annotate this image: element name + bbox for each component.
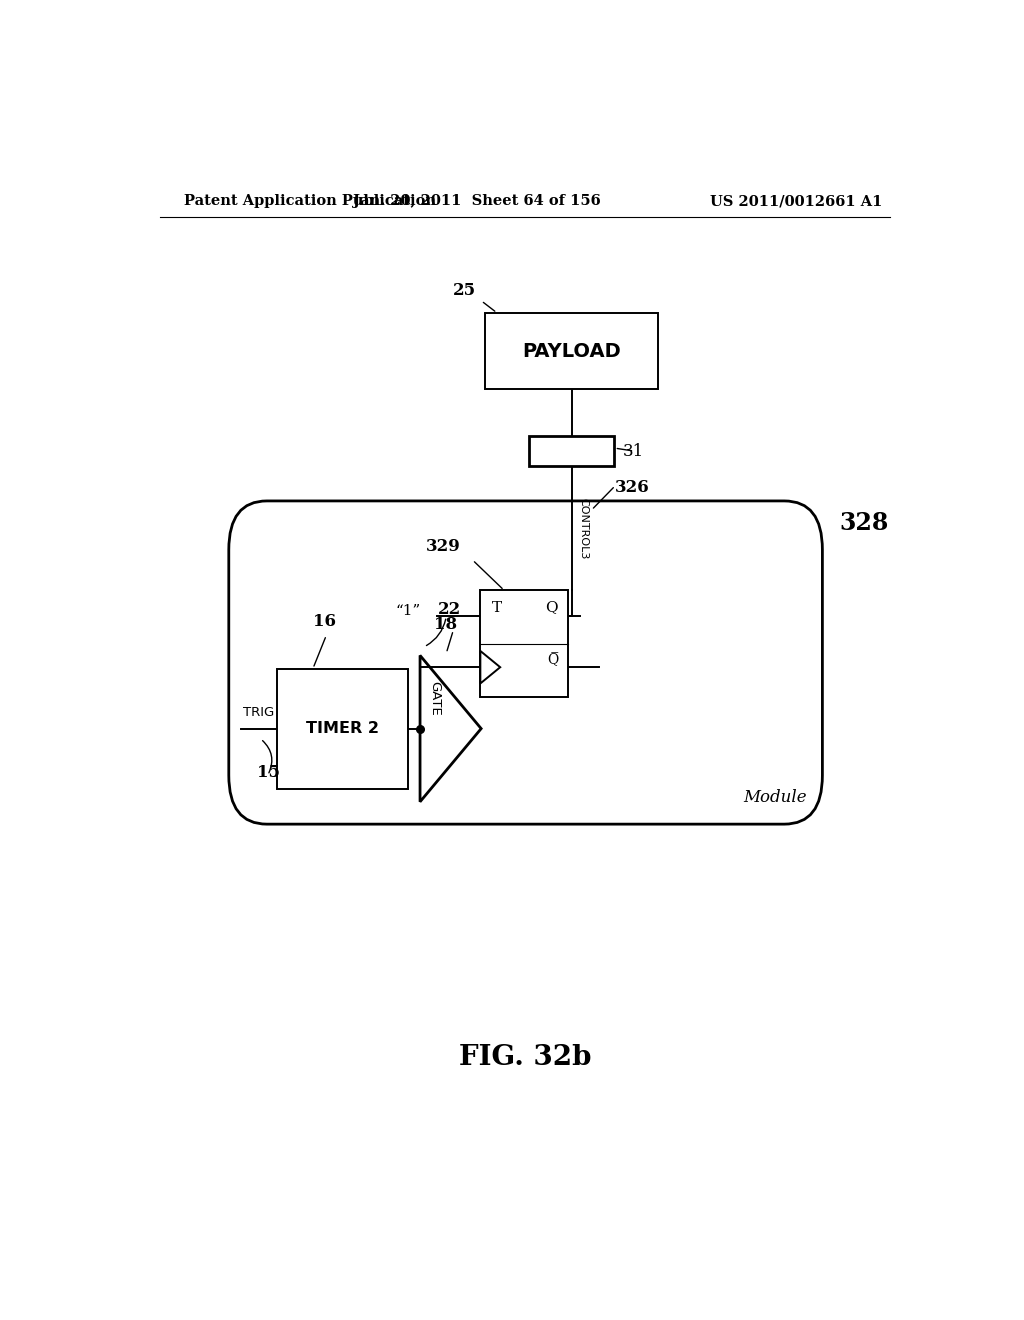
Text: Module: Module [742, 789, 807, 805]
Text: 31: 31 [623, 442, 644, 459]
Text: FIG. 32b: FIG. 32b [459, 1044, 591, 1072]
Text: Jan. 20, 2011  Sheet 64 of 156: Jan. 20, 2011 Sheet 64 of 156 [353, 194, 601, 209]
Text: 328: 328 [840, 511, 889, 535]
Text: Q̅: Q̅ [547, 652, 558, 667]
Text: 15: 15 [257, 764, 280, 781]
Text: GATE: GATE [428, 681, 441, 715]
FancyBboxPatch shape [485, 313, 658, 389]
Text: “1”: “1” [395, 603, 421, 618]
Text: US 2011/0012661 A1: US 2011/0012661 A1 [710, 194, 882, 209]
Text: 25: 25 [453, 281, 475, 298]
Text: TIMER 2: TIMER 2 [306, 721, 379, 737]
Text: 326: 326 [615, 479, 650, 496]
FancyBboxPatch shape [528, 436, 614, 466]
FancyBboxPatch shape [480, 590, 567, 697]
Text: 18: 18 [434, 616, 458, 634]
Text: 329: 329 [426, 537, 461, 554]
FancyBboxPatch shape [278, 669, 409, 788]
Text: Patent Application Publication: Patent Application Publication [183, 194, 435, 209]
Text: CONTROL3: CONTROL3 [578, 498, 588, 560]
Text: Q: Q [546, 601, 558, 615]
Text: 22: 22 [437, 602, 461, 619]
Text: T: T [492, 601, 502, 615]
Text: PAYLOAD: PAYLOAD [522, 342, 621, 360]
Text: 16: 16 [313, 612, 336, 630]
Text: TRIG: TRIG [243, 706, 274, 719]
